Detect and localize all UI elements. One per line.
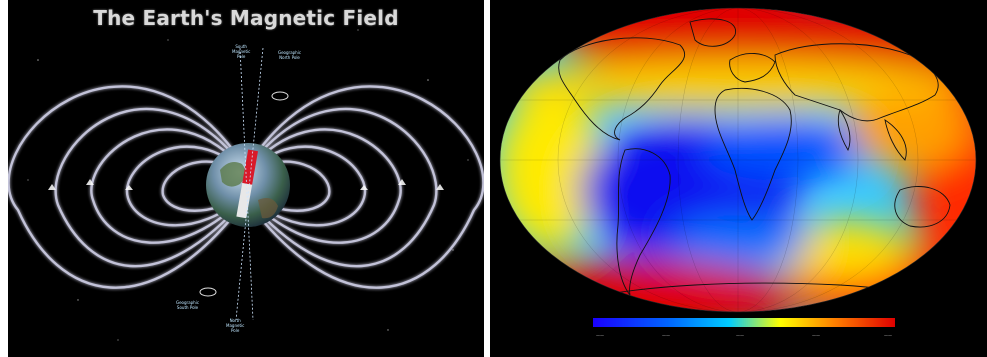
scale-label-5: ——	[884, 333, 892, 338]
colorbar	[593, 318, 895, 327]
figure-title: The Earth's Magnetic Field	[93, 6, 399, 30]
map-colour-field	[500, 8, 976, 312]
field-lines-drawing	[8, 29, 484, 341]
field-strength-map: —— —— —— —— ——	[490, 0, 987, 357]
label-north-magnetic-pole: North Magnetic Pole	[226, 318, 245, 333]
magnetic-field-illustration: The Earth's Magnetic Field South Magneti…	[8, 0, 484, 357]
label-geographic-south-pole: Geographic South Pole	[176, 300, 200, 310]
scale-label-3: ——	[736, 333, 744, 338]
scale-label-1: ——	[596, 333, 604, 338]
graticule	[500, 8, 976, 312]
pole-axes	[235, 47, 264, 321]
world-map-drawing	[499, 7, 977, 327]
field-arrows	[48, 179, 444, 190]
label-geographic-north-pole: Geographic North Pole	[278, 50, 302, 60]
star-field	[27, 29, 469, 341]
map-border	[499, 7, 977, 313]
scale-label-2: ——	[662, 333, 670, 338]
field-loops	[8, 85, 484, 289]
pole-markers	[199, 91, 289, 297]
continent-outlines	[558, 18, 951, 306]
scale-label-4: ——	[812, 333, 820, 338]
label-south-magnetic-pole: South Magnetic Pole	[232, 44, 251, 59]
